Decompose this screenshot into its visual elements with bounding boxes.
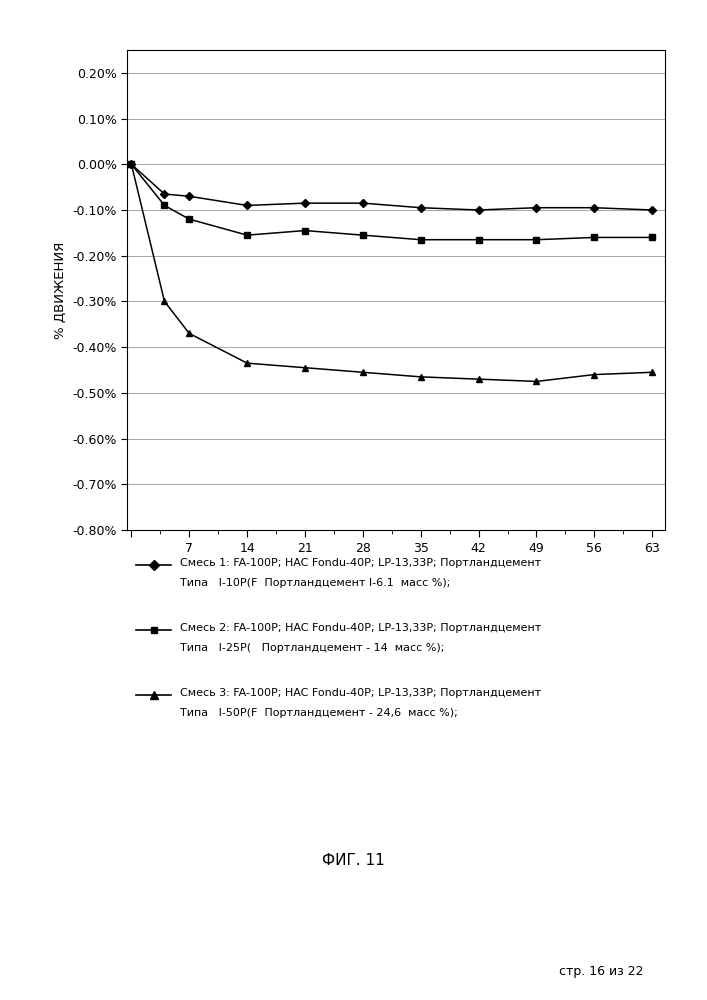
Text: Смесь 1: FA-100P; HAC Fondu-40P; LP-13,33P; Портландцемент: Смесь 1: FA-100P; HAC Fondu-40P; LP-13,3… [180,558,542,568]
Text: Типа   I-50P(F  Портландцемент - 24,6  масс %);: Типа I-50P(F Портландцемент - 24,6 масс … [180,708,458,718]
Text: ФИГ. 11: ФИГ. 11 [322,853,385,868]
Text: стр. 16 из 22: стр. 16 из 22 [559,965,643,978]
Text: Смесь 2: FA-100P; HAC Fondu-40P; LP-13,33P; Портландцемент: Смесь 2: FA-100P; HAC Fondu-40P; LP-13,3… [180,623,542,633]
Text: Смесь 3: FA-100P; HAC Fondu-40P; LP-13,33P; Портландцемент: Смесь 3: FA-100P; HAC Fondu-40P; LP-13,3… [180,688,542,698]
Text: Типа   I-25P(   Портландцемент - 14  масс %);: Типа I-25P( Портландцемент - 14 масс %); [180,643,445,653]
Y-axis label: % ДВИЖЕНИЯ: % ДВИЖЕНИЯ [54,241,66,339]
Text: Типа   I-10P(F  Портландцемент I-6.1  масс %);: Типа I-10P(F Портландцемент I-6.1 масс %… [180,578,450,588]
